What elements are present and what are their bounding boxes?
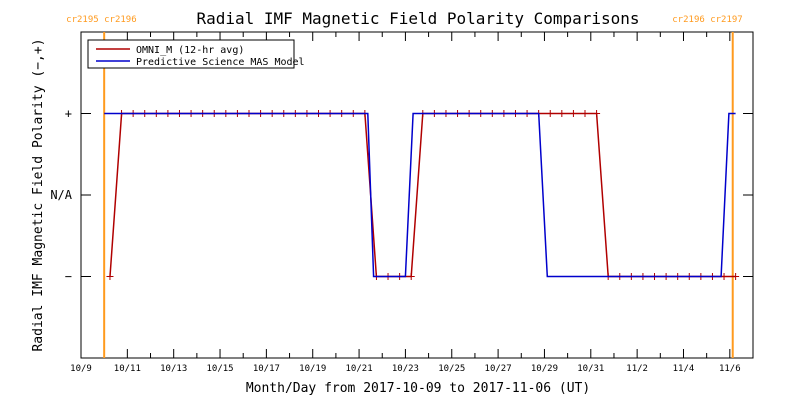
carrington-rotation-markers: cr2195 cr2196 cr2196 cr2197 bbox=[66, 15, 743, 358]
x-tick-label: 11/4 bbox=[673, 364, 695, 374]
data-point-marker bbox=[546, 110, 554, 117]
series-line bbox=[109, 112, 736, 278]
y-tick-label: N/A bbox=[50, 188, 72, 202]
x-tick-label: 10/31 bbox=[577, 364, 604, 374]
y-axis: + N/A − bbox=[50, 107, 753, 284]
data-point-marker bbox=[593, 110, 601, 117]
x-tick-label: 10/25 bbox=[438, 364, 465, 374]
x-axis-label: Month/Day from 2017-10-09 to 2017-11-06 … bbox=[246, 381, 590, 396]
x-tick-label: 10/9 bbox=[70, 364, 92, 374]
data-point-marker bbox=[407, 273, 415, 280]
data-point-marker bbox=[569, 110, 577, 117]
data-point-marker bbox=[581, 110, 589, 117]
x-tick-label: 10/19 bbox=[299, 364, 326, 374]
legend: OMNI_M (12-hr avg) Predictive Science MA… bbox=[87, 39, 305, 69]
x-tick-label: 10/27 bbox=[485, 364, 512, 374]
x-tick-label: 10/13 bbox=[160, 364, 187, 374]
cr-label: cr2196 cr2197 bbox=[672, 15, 742, 25]
data-point-marker bbox=[732, 273, 740, 280]
y-tick-label: + bbox=[65, 107, 72, 121]
x-tick-label: 11/6 bbox=[719, 364, 741, 374]
cr-label: cr2195 cr2196 bbox=[66, 15, 136, 25]
legend-label-omni: OMNI_M (12-hr avg) bbox=[136, 45, 244, 56]
y-axis-label: Radial IMF Magnetic Field Polarity (−,+) bbox=[31, 38, 46, 351]
y-tick-label: − bbox=[65, 270, 72, 284]
legend-box bbox=[87, 39, 295, 69]
x-tick-label: 10/23 bbox=[392, 364, 419, 374]
x-tick-label: 10/15 bbox=[206, 364, 233, 374]
data-point-marker bbox=[106, 273, 114, 280]
x-axis: 10/9 10/11 10/13 10/15 10/17 10/19 10/21 10/23 1… bbox=[70, 32, 754, 374]
x-tick-label: 10/11 bbox=[114, 364, 141, 374]
x-tick-label: 10/29 bbox=[531, 364, 558, 374]
legend-label-mas: Predictive Science MAS Model bbox=[136, 57, 305, 68]
x-tick-label: 10/21 bbox=[346, 364, 373, 374]
x-tick-label: 10/17 bbox=[253, 364, 280, 374]
series-line bbox=[104, 112, 736, 278]
chart-title: Radial IMF Magnetic Field Polarity Compa… bbox=[196, 9, 639, 28]
data-point-marker bbox=[558, 110, 566, 117]
series-layer bbox=[104, 110, 740, 280]
x-tick-label: 11/2 bbox=[626, 364, 648, 374]
